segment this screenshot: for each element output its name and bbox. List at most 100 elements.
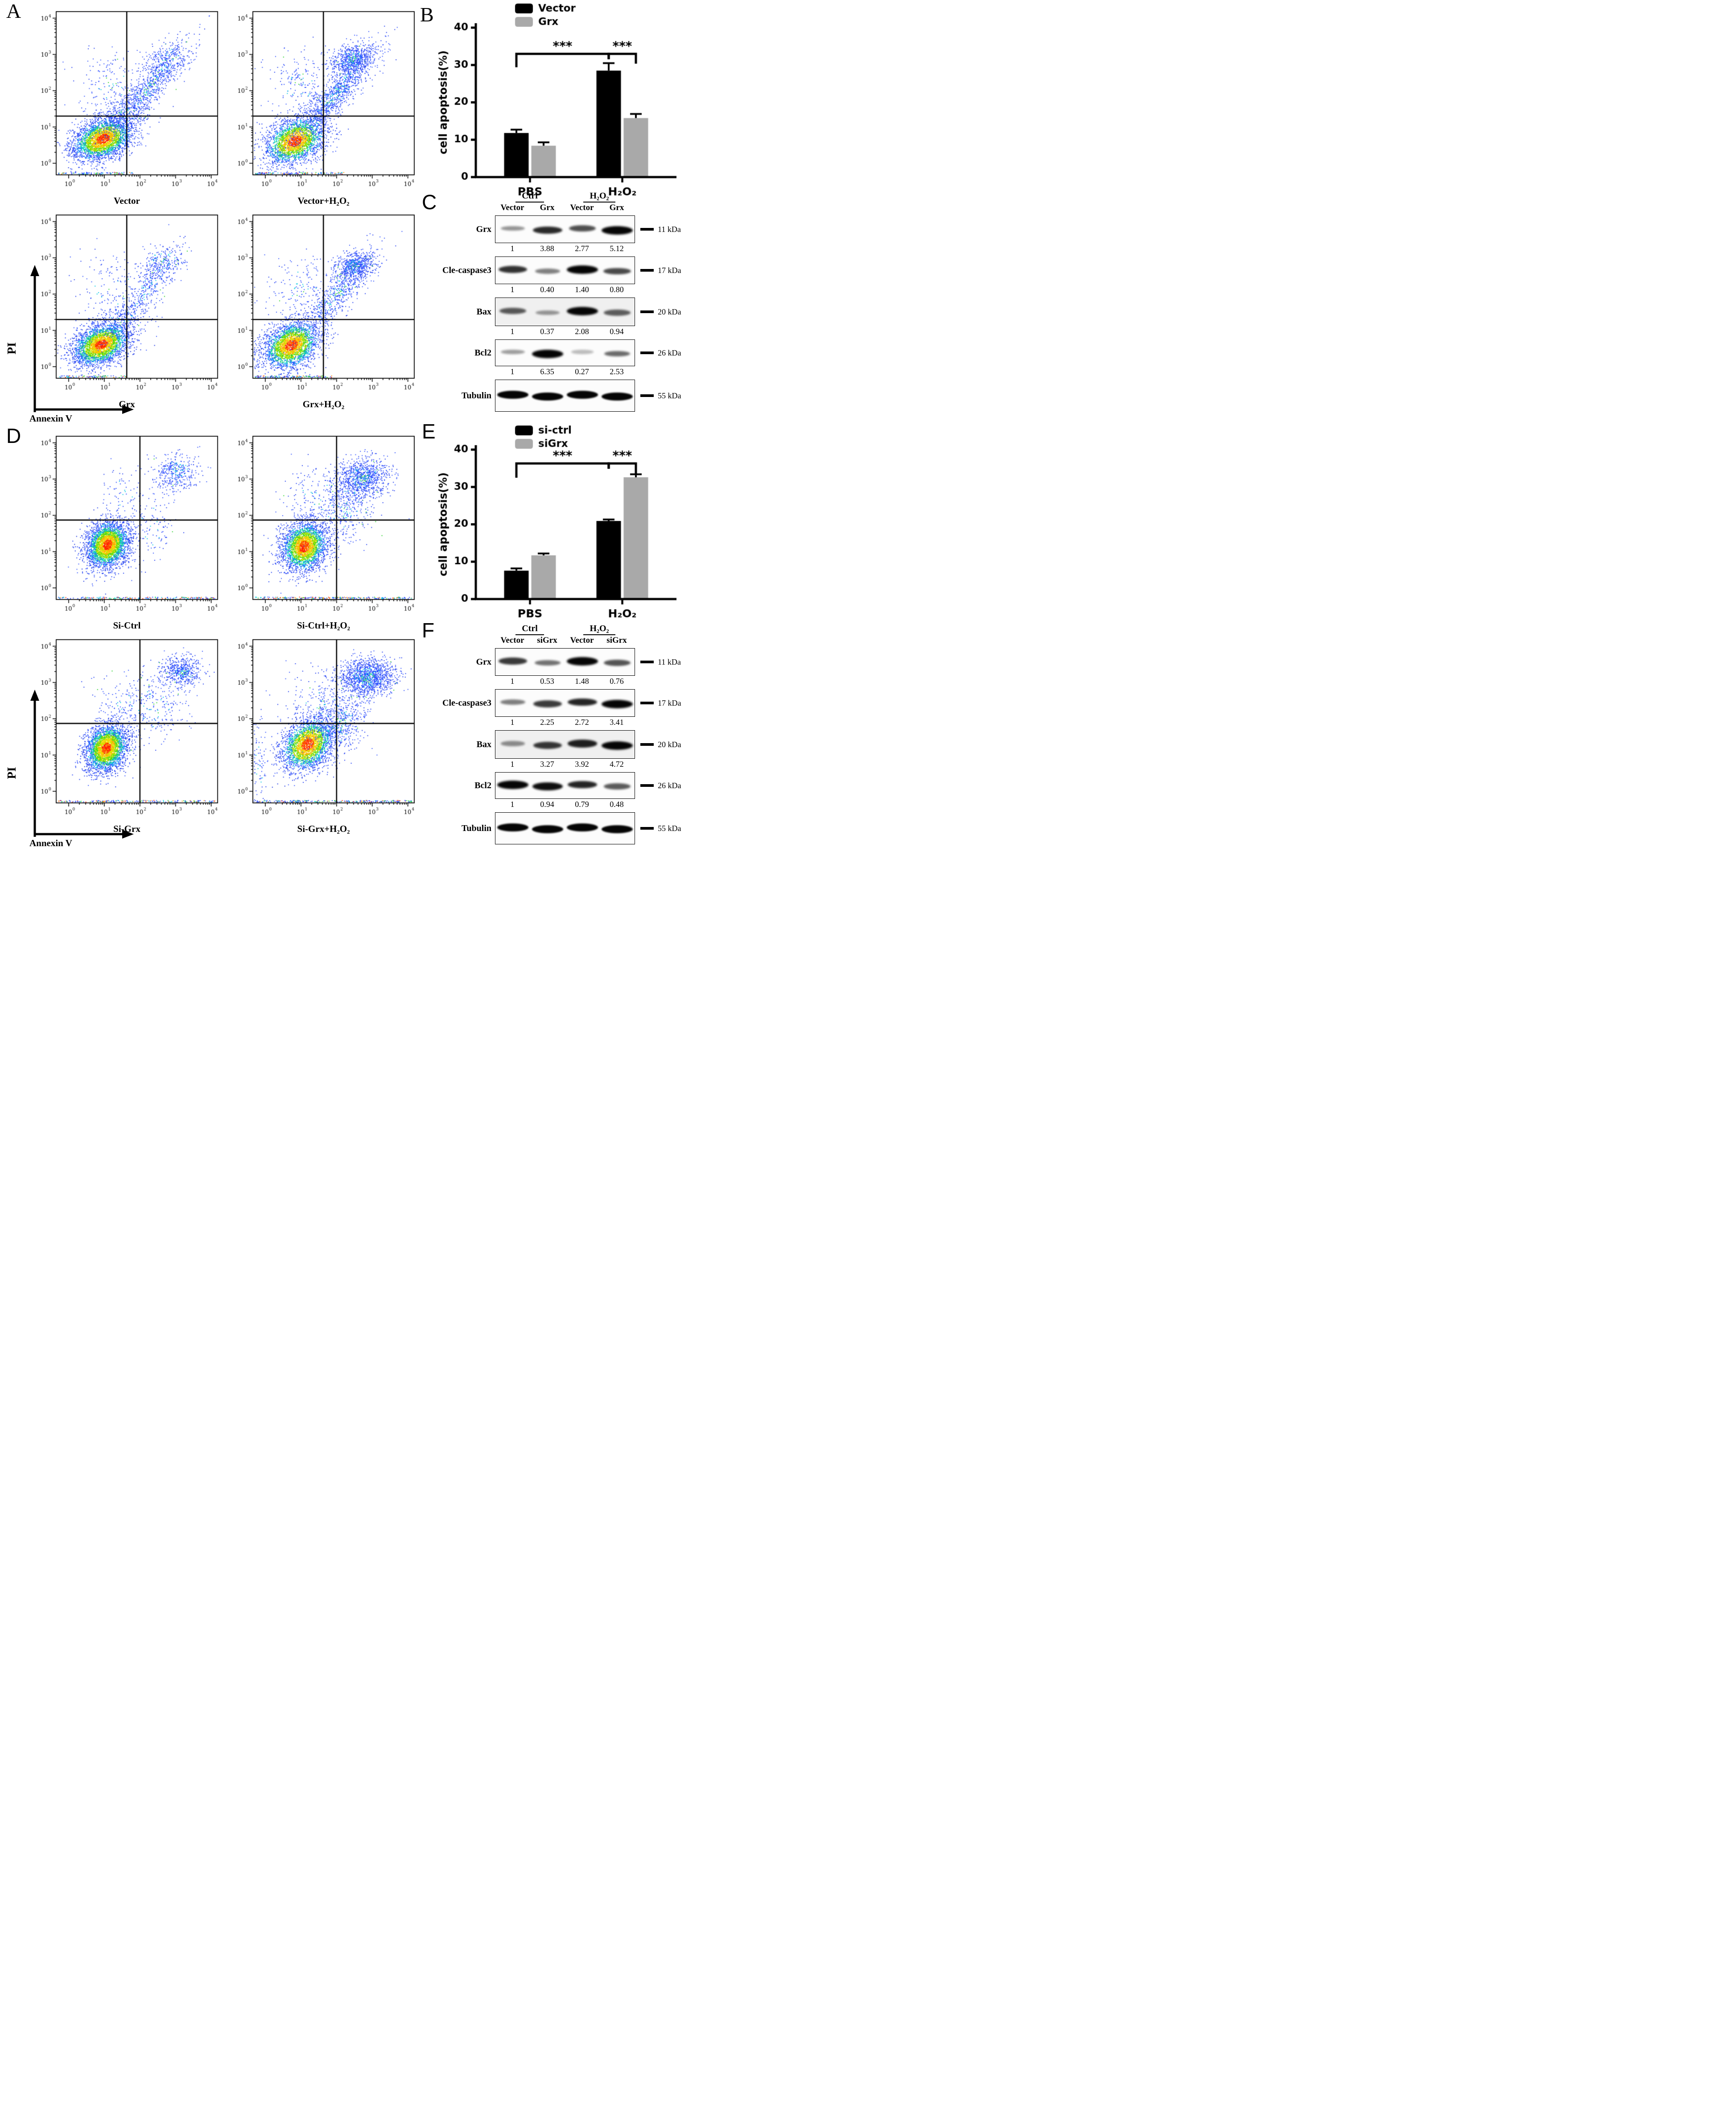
flow-plot-label-si-ctrl-h2o2: Si-Ctrl+H₂O₂ [297, 620, 350, 631]
blot-values-row-cle-caspase3: 1 0.40 1.40 0.80 [495, 284, 694, 295]
protein-band [535, 660, 561, 666]
flow-canvas-vector [32, 8, 222, 195]
flow-canvas-si-ctrl [32, 433, 222, 620]
protein-band [497, 823, 528, 831]
bar-chart-b [433, 2, 688, 211]
blot-value: 0.40 [540, 285, 554, 294]
kda-marker-label: 55 kDa [658, 391, 681, 400]
pi-axis-arrow-icon [30, 265, 39, 412]
blot-group-header-text: Ctrl [515, 191, 544, 203]
panel-d-letter: D [6, 424, 21, 447]
protein-band [533, 226, 562, 234]
blot-value: 2.72 [575, 717, 589, 727]
flow-plot-si-grx-h2o2: Si-Grx+H₂O₂ [229, 636, 418, 835]
blot-value: 3.88 [540, 244, 554, 253]
blot-row-label: Bax [476, 739, 491, 749]
kda-marker: 11 kDa [640, 225, 681, 234]
panel-d: D Si-Ctrl Si-Ctrl+H₂O₂ Si-Grx Si-Grx+H₂O₂ P… [0, 425, 419, 848]
protein-band [501, 349, 525, 355]
blot-row-bax: Bax 20 kDa [438, 730, 694, 759]
protein-band [501, 226, 525, 231]
flow-canvas-si-ctrl-h2o2 [229, 433, 418, 620]
western-blot-f: Ctrl H₂O₂ Vector siGrx Vector siGrx Grx 11 kDa 1… [438, 624, 694, 844]
blot-value: 5.12 [610, 244, 624, 253]
blot-box-bcl2 [495, 772, 635, 799]
blot-lane-header-3: Grx [609, 203, 624, 212]
figure-page: A Vector Vector+H₂O₂ Grx Grx+H₂O₂ PI Annexi… [0, 0, 694, 848]
protein-band [499, 308, 526, 314]
protein-band [604, 351, 630, 357]
annexin-axis-arrow-icon [35, 830, 134, 839]
blot-value: 2.08 [575, 327, 589, 336]
blot-box-cle-caspase3 [495, 689, 635, 717]
flow-canvas-grx-h2o2 [229, 211, 418, 399]
kda-marker: 17 kDa [640, 266, 681, 275]
blot-values-row-bax: 1 3.27 3.92 4.72 [495, 759, 694, 769]
blot-value: 1 [510, 244, 515, 253]
pi-axis-arrow-icon [30, 690, 39, 837]
blot-box-cle-caspase3 [495, 256, 635, 284]
blot-row-grx: Grx 11 kDa [438, 648, 694, 676]
kda-marker: 17 kDa [640, 699, 681, 708]
protein-band [500, 741, 525, 746]
annexin-axis-arrow-icon [35, 405, 134, 414]
kda-marker-dash [640, 394, 654, 397]
protein-band [567, 265, 598, 274]
blot-box-bax [495, 730, 635, 759]
blot-group-headers: Ctrl H₂O₂ [495, 191, 694, 203]
protein-band [568, 698, 597, 706]
blot-values-row-cle-caspase3: 1 2.25 2.72 3.41 [495, 717, 694, 728]
kda-marker-dash [640, 310, 654, 313]
kda-marker-dash [640, 827, 654, 830]
protein-band [604, 310, 631, 316]
blot-row-label: Bcl2 [474, 347, 491, 358]
blot-row-bcl2: Bcl2 26 kDa [438, 339, 694, 366]
flow-canvas-si-grx [32, 636, 222, 823]
annexin-axis-label: Annexin V [29, 413, 72, 424]
kda-marker-dash [640, 228, 654, 231]
annexin-axis-label: Annexin V [29, 838, 72, 848]
blot-box-grx [495, 648, 635, 676]
blot-box-grx [495, 215, 635, 243]
kda-marker-label: 26 kDa [658, 348, 681, 357]
kda-marker-dash [640, 269, 654, 272]
protein-band [536, 310, 560, 315]
blot-value: 2.77 [575, 244, 589, 253]
blot-value: 0.94 [540, 799, 554, 809]
blot-value: 0.76 [610, 676, 624, 686]
blot-value: 0.27 [575, 367, 589, 376]
blot-value: 1 [510, 676, 515, 686]
kda-marker-dash [640, 743, 654, 746]
kda-marker-label: 26 kDa [658, 781, 681, 790]
blot-row-tubulin: Tubulin 55 kDa [438, 812, 694, 844]
blot-value: 1 [510, 327, 515, 336]
protein-band [535, 269, 560, 274]
protein-band [499, 657, 527, 665]
protein-band [500, 699, 525, 705]
protein-band [569, 225, 596, 232]
protein-band [568, 781, 597, 789]
blot-value: 1.48 [575, 676, 589, 686]
flow-canvas-grx [32, 211, 222, 399]
kda-marker-label: 20 kDa [658, 307, 681, 316]
blot-lane-header-3: siGrx [606, 636, 627, 645]
blot-lane-headers: Vector Grx Vector Grx [495, 203, 694, 213]
flow-plot-vector-h2o2: Vector+H₂O₂ [229, 8, 418, 207]
panel-e-letter: E [422, 420, 436, 443]
panel-a: A Vector Vector+H₂O₂ Grx Grx+H₂O₂ PI Annexi… [0, 0, 419, 424]
blot-value: 1 [510, 759, 515, 769]
flow-plot-si-grx: Si-Grx [32, 636, 222, 835]
blot-value: 0.79 [575, 799, 589, 809]
blot-values-row-bcl2: 1 6.35 0.27 2.53 [495, 366, 694, 377]
protein-band [602, 226, 633, 235]
blot-value: 0.94 [610, 327, 624, 336]
blot-lane-header-0: Vector [500, 636, 524, 645]
bar-chart-e [433, 424, 688, 633]
flow-plot-si-ctrl-h2o2: Si-Ctrl+H₂O₂ [229, 433, 418, 632]
blot-lane-header-2: Vector [570, 636, 594, 645]
blot-group-header-text: H₂O₂ [583, 624, 615, 635]
blot-value: 4.72 [610, 759, 624, 769]
western-blot-c: Ctrl H₂O₂ Vector Grx Vector Grx Grx 11 kDa 1 3.88… [438, 191, 694, 412]
blot-lane-header-1: Grx [540, 203, 555, 212]
protein-band [567, 823, 598, 831]
